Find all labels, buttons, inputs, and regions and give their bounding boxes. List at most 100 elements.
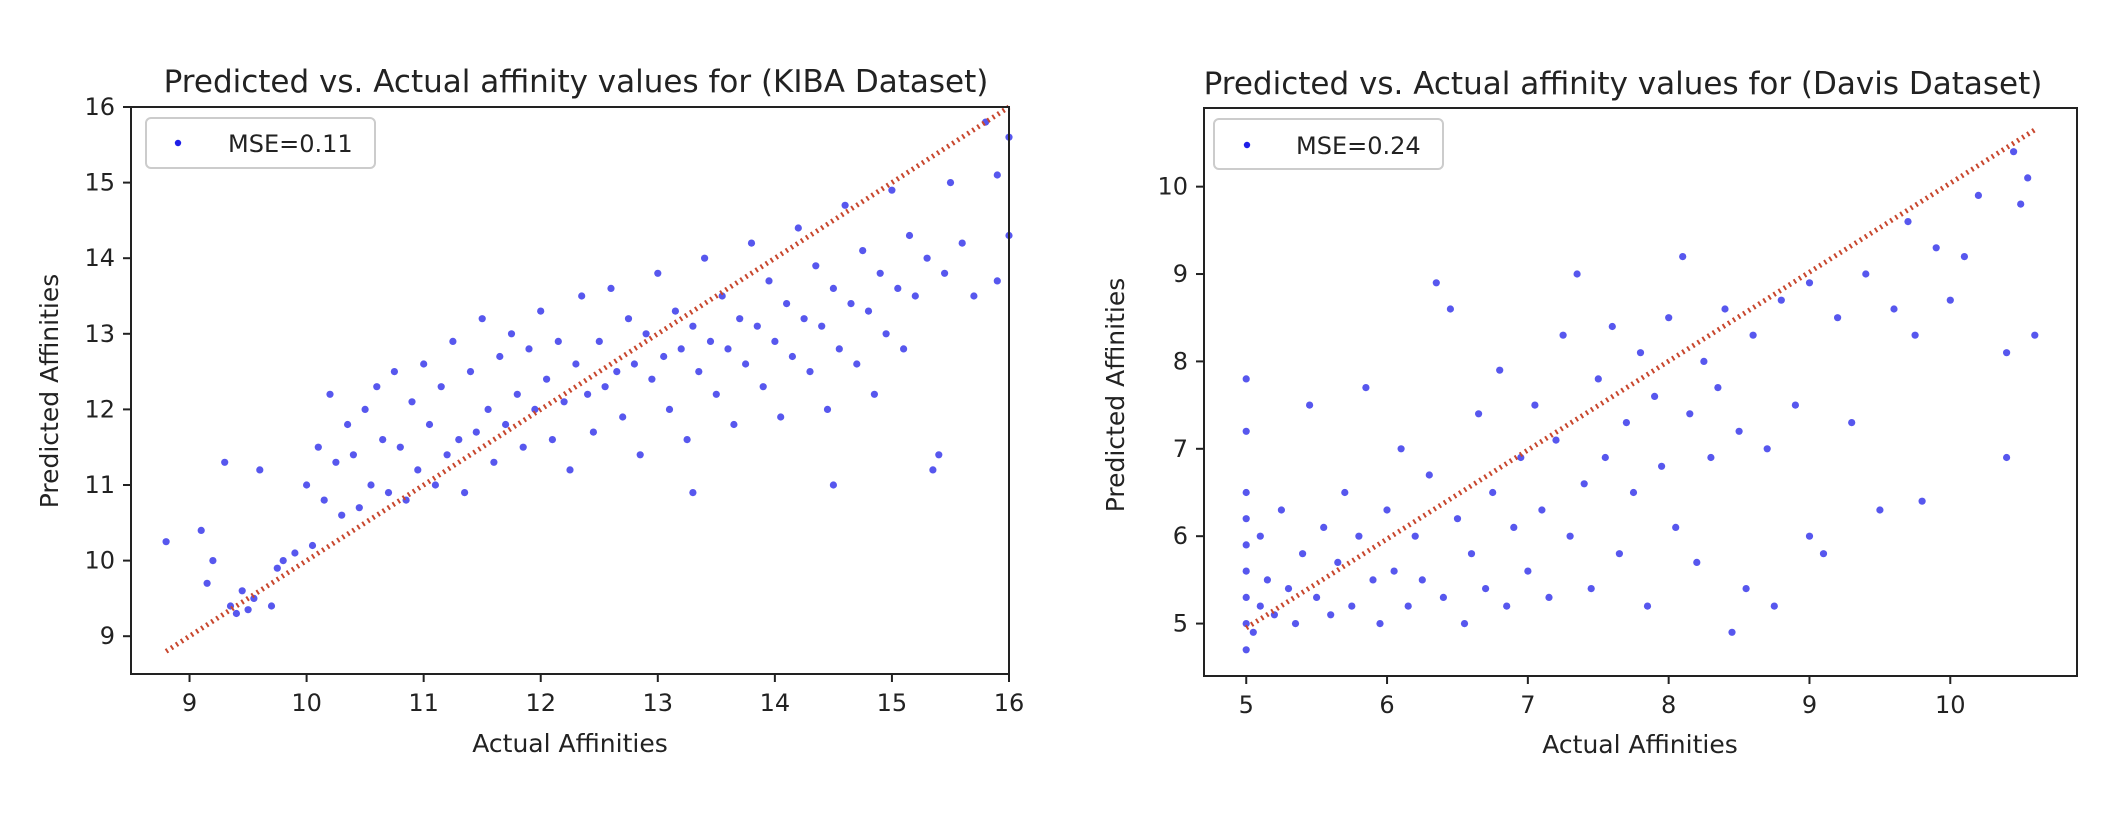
kiba-data-point — [314, 443, 322, 451]
davis-data-point — [1742, 585, 1750, 593]
kiba-legend-marker — [174, 139, 182, 147]
davis-data-point — [1622, 419, 1630, 427]
kiba-data-point — [853, 360, 861, 368]
davis-data-point — [1313, 593, 1321, 602]
kiba-data-point — [420, 360, 428, 368]
davis-data-point — [1334, 558, 1342, 567]
davis-data-point — [1482, 585, 1490, 593]
davis-data-point — [1376, 620, 1384, 628]
davis-data-point — [1834, 314, 1842, 322]
davis-reference-line — [1244, 127, 2037, 631]
kiba-data-point — [525, 345, 533, 353]
davis-data-point — [1615, 550, 1623, 558]
davis-data-point — [1369, 576, 1377, 584]
davis-data-point — [1320, 523, 1328, 532]
kiba-legend-label: MSE=0.11 — [228, 130, 353, 158]
davis-data-point — [1291, 620, 1300, 628]
kiba-data-point — [935, 451, 943, 459]
davis-data-point — [1242, 593, 1250, 602]
kiba-data-point — [320, 496, 328, 504]
kiba-data-point — [689, 322, 697, 330]
davis-chart-title: Predicted vs. Actual affinity values for… — [1204, 66, 2043, 102]
kiba-data-point — [595, 337, 603, 345]
davis-data-point — [1242, 488, 1250, 497]
kiba-data-point — [619, 413, 627, 421]
kiba-data-point — [507, 330, 516, 338]
kiba-data-point — [888, 186, 896, 194]
kiba-data-point — [665, 405, 674, 413]
davis-y-tick-label: 5 — [1173, 610, 1188, 638]
davis-data-point — [1383, 506, 1391, 514]
davis-data-point — [1503, 602, 1511, 610]
davis-data-point — [1242, 515, 1250, 523]
kiba-data-point — [472, 428, 480, 436]
kiba-data-point — [823, 405, 832, 413]
davis-data-point — [1848, 419, 1856, 427]
davis-data-point — [1460, 620, 1469, 628]
davis-data-point — [1411, 532, 1419, 540]
davis-data-point — [1862, 270, 1870, 278]
kiba-data-point — [800, 315, 808, 323]
davis-data-point — [1242, 567, 1250, 575]
kiba-data-point — [706, 337, 715, 345]
kiba-data-point — [578, 292, 586, 300]
davis-data-point — [1397, 445, 1405, 453]
kiba-data-point — [718, 292, 726, 300]
davis-data-point — [1277, 506, 1285, 514]
davis-data-point — [1580, 480, 1588, 488]
kiba-data-point — [894, 284, 902, 292]
davis-data-point — [1608, 322, 1616, 331]
kiba-data-point — [794, 224, 802, 232]
davis-data-point — [1510, 523, 1518, 532]
davis-data-point — [1693, 558, 1701, 567]
davis-data-point — [1242, 427, 1250, 435]
kiba-x-tick-label: 9 — [182, 689, 197, 717]
kiba-y-tick-label: 12 — [84, 395, 115, 423]
kiba-data-point — [572, 360, 580, 368]
davis-data-point — [1714, 384, 1722, 392]
kiba-data-point — [829, 284, 838, 292]
kiba-x-tick-label: 15 — [877, 689, 908, 717]
davis-data-point — [1700, 357, 1708, 365]
davis-data-point — [1418, 576, 1426, 584]
davis-data-point — [1249, 628, 1257, 636]
kiba-data-point — [238, 587, 246, 595]
davis-data-point — [1531, 401, 1539, 409]
kiba-data-point — [730, 420, 738, 429]
davis-chart: Predicted vs. Actual affinity values for… — [1101, 66, 2078, 759]
kiba-data-point — [344, 420, 352, 429]
davis-data-point — [1538, 506, 1546, 514]
davis-scatter-points — [1242, 148, 2039, 654]
kiba-data-point — [513, 390, 521, 398]
kiba-data-point — [812, 262, 820, 270]
kiba-data-point — [548, 436, 557, 444]
davis-data-point — [1686, 410, 1694, 418]
kiba-data-point — [478, 315, 486, 323]
kiba-data-point — [829, 481, 838, 489]
kiba-data-point — [753, 322, 761, 330]
kiba-data-point — [408, 398, 416, 406]
kiba-data-point — [765, 277, 773, 285]
kiba-data-point — [941, 269, 949, 277]
kiba-data-point — [841, 201, 849, 209]
davis-data-point — [1763, 445, 1771, 453]
davis-y-tick-label: 10 — [1157, 173, 1188, 201]
davis-x-axis-label: Actual Affinities — [1542, 730, 1737, 759]
davis-data-point — [1467, 550, 1476, 558]
kiba-chart: Predicted vs. Actual affinity values for… — [35, 64, 1024, 758]
kiba-data-point — [332, 458, 340, 466]
davis-data-point — [1327, 611, 1335, 619]
davis-data-point — [1355, 532, 1363, 540]
davis-x-axis: 5 6 7 8 9 10 — [1239, 676, 1966, 719]
kiba-data-point — [771, 337, 779, 345]
kiba-data-point — [946, 179, 955, 187]
kiba-data-point — [490, 458, 498, 466]
kiba-data-point — [162, 538, 170, 546]
kiba-data-point — [806, 368, 814, 376]
kiba-data-point — [584, 390, 592, 398]
kiba-data-point — [203, 579, 211, 587]
kiba-data-point — [355, 504, 363, 512]
davis-data-point — [1545, 593, 1553, 602]
davis-data-point — [1524, 567, 1532, 575]
